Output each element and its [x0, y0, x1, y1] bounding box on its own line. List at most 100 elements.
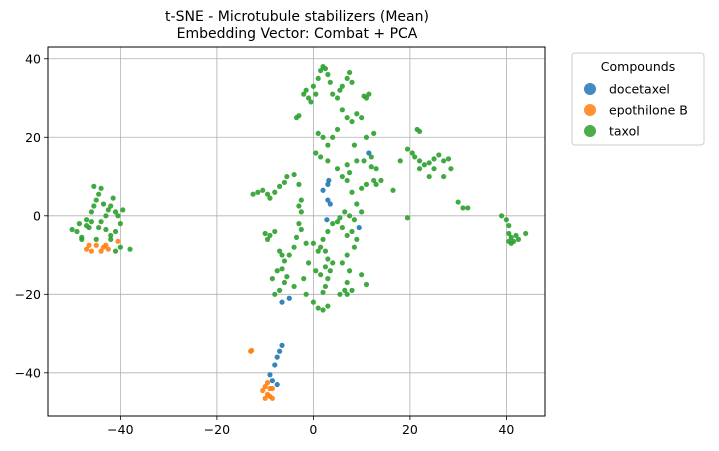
point-taxol — [508, 240, 514, 246]
point-docetaxel — [327, 201, 333, 207]
point-docetaxel — [274, 354, 280, 360]
point-taxol — [334, 126, 341, 133]
point-taxol — [346, 69, 353, 76]
point-taxol — [272, 228, 278, 235]
point-taxol — [436, 152, 442, 158]
point-taxol — [310, 83, 316, 89]
point-taxol — [305, 95, 312, 101]
point-taxol — [342, 287, 348, 293]
point-taxol — [91, 203, 97, 209]
point-epothilone-b — [264, 380, 271, 386]
legend-marker-epothilone-b — [584, 104, 596, 116]
point-taxol — [315, 248, 321, 254]
point-docetaxel — [279, 299, 285, 305]
point-taxol — [322, 65, 329, 72]
point-taxol — [368, 154, 374, 160]
point-taxol — [69, 226, 75, 233]
point-taxol — [460, 205, 466, 211]
point-epothilone-b — [84, 246, 90, 252]
x-tick-label: −20 — [204, 422, 230, 437]
point-taxol — [359, 115, 365, 121]
chart-title: t-SNE - Microtubule stabilizers (Mean) — [165, 9, 429, 25]
point-docetaxel — [326, 177, 332, 184]
point-taxol — [322, 283, 329, 290]
point-taxol — [337, 87, 343, 93]
point-taxol — [351, 217, 358, 223]
point-docetaxel — [279, 342, 285, 348]
legend-title: Compounds — [601, 59, 675, 74]
point-taxol — [284, 274, 290, 280]
point-taxol — [262, 230, 268, 237]
point-taxol — [378, 177, 384, 184]
point-taxol — [508, 234, 514, 240]
point-taxol — [344, 232, 350, 239]
point-taxol — [330, 91, 336, 97]
point-taxol — [339, 83, 345, 89]
point-epothilone-b — [262, 383, 268, 390]
x-tick-label: 20 — [402, 422, 418, 437]
point-taxol — [346, 170, 353, 176]
point-taxol — [431, 166, 437, 172]
point-taxol — [272, 189, 278, 195]
point-taxol — [498, 213, 505, 219]
point-taxol — [503, 217, 509, 223]
legend-label-taxol: taxol — [609, 124, 640, 139]
point-taxol — [416, 166, 423, 172]
point-taxol — [344, 252, 350, 258]
point-taxol — [301, 276, 307, 282]
point-taxol — [320, 134, 326, 140]
point-taxol — [371, 177, 377, 184]
point-taxol — [303, 291, 309, 297]
x-tick-label: 40 — [498, 422, 514, 437]
point-docetaxel — [269, 378, 275, 384]
point-taxol — [351, 244, 358, 250]
point-taxol — [351, 142, 358, 148]
point-taxol — [344, 162, 350, 168]
point-taxol — [277, 248, 283, 254]
x-tick-label: −40 — [107, 422, 133, 437]
point-taxol — [318, 67, 324, 74]
point-taxol — [272, 291, 278, 297]
point-epothilone-b — [249, 347, 255, 354]
point-taxol — [267, 195, 273, 201]
point-taxol — [318, 154, 324, 160]
point-taxol — [108, 236, 114, 242]
point-taxol — [103, 213, 109, 219]
point-taxol — [349, 189, 355, 195]
plot-area — [48, 47, 545, 416]
point-taxol — [284, 173, 290, 180]
y-tick-label: −40 — [15, 365, 41, 380]
point-docetaxel — [274, 381, 280, 388]
point-taxol — [315, 305, 321, 311]
legend-frame — [571, 52, 705, 146]
point-taxol — [281, 279, 288, 286]
point-taxol — [337, 291, 343, 297]
point-taxol — [108, 232, 114, 239]
point-taxol — [305, 260, 312, 266]
point-taxol — [322, 264, 329, 270]
point-taxol — [354, 201, 360, 207]
point-epothilone-b — [93, 242, 99, 248]
point-taxol — [404, 215, 411, 221]
y-tick-label: −20 — [15, 287, 41, 302]
point-docetaxel — [324, 217, 330, 223]
point-taxol — [426, 160, 432, 166]
point-taxol — [110, 195, 116, 201]
point-taxol — [279, 252, 285, 258]
point-taxol — [337, 215, 343, 221]
point-taxol — [298, 209, 304, 215]
point-taxol — [91, 183, 97, 189]
point-taxol — [339, 224, 345, 231]
point-taxol — [339, 107, 345, 113]
point-taxol — [322, 248, 329, 254]
point-taxol — [303, 240, 309, 246]
point-taxol — [363, 95, 370, 101]
point-taxol — [330, 221, 336, 227]
point-taxol — [344, 177, 350, 184]
point-taxol — [100, 201, 107, 207]
point-taxol — [342, 209, 348, 215]
point-taxol — [397, 158, 403, 164]
legend-marker-docetaxel — [584, 83, 596, 95]
point-taxol — [112, 248, 119, 254]
point-taxol — [390, 187, 396, 193]
